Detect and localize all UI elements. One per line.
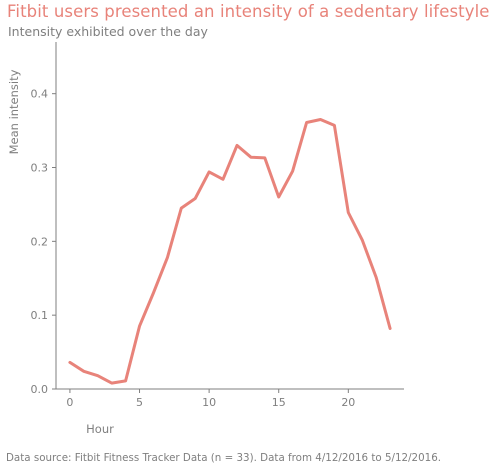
data-point — [110, 382, 113, 385]
data-point — [333, 124, 336, 127]
data-point — [166, 256, 169, 259]
data-point — [82, 370, 85, 373]
data-point — [68, 361, 71, 364]
axes — [56, 42, 404, 389]
data-point — [138, 325, 141, 328]
data-point — [389, 327, 392, 330]
x-axis-label: Hour — [86, 422, 114, 436]
y-tick-label: 0.2 — [31, 235, 49, 248]
data-point — [208, 170, 211, 173]
data-point — [361, 238, 364, 241]
data-point — [180, 207, 183, 210]
data-point — [347, 211, 350, 214]
line-chart: 0 5 10 15 20 0.0 0.1 0.2 0.3 0.4 Mean intensity H… — [0, 0, 494, 450]
data-point — [263, 156, 266, 159]
x-tick-label: 20 — [341, 396, 355, 409]
y-tick-label: 0.3 — [31, 162, 49, 175]
data-point — [291, 170, 294, 173]
intensity-series-line — [70, 120, 390, 384]
y-tick-label: 0.4 — [31, 88, 49, 101]
data-point — [194, 197, 197, 200]
data-point — [375, 276, 378, 279]
data-point — [152, 292, 155, 295]
data-point — [305, 121, 308, 124]
y-tick-label: 0.0 — [31, 383, 49, 396]
data-source-footer: Data source: Fitbit Fitness Tracker Data… — [6, 452, 441, 464]
x-tick-label: 10 — [202, 396, 216, 409]
data-point — [96, 374, 99, 377]
x-tick-label: 15 — [272, 396, 286, 409]
x-tick-label: 0 — [66, 396, 73, 409]
data-point — [319, 118, 322, 121]
series — [68, 118, 391, 385]
data-point — [222, 178, 225, 181]
y-tick-label: 0.1 — [31, 309, 49, 322]
data-point — [277, 196, 280, 199]
data-point — [235, 144, 238, 147]
y-axis-label: Mean intensity — [7, 69, 21, 154]
data-point — [249, 156, 252, 159]
data-point — [124, 379, 127, 382]
ticks: 0 5 10 15 20 0.0 0.1 0.2 0.3 0.4 — [31, 88, 356, 409]
x-tick-label: 5 — [136, 396, 143, 409]
